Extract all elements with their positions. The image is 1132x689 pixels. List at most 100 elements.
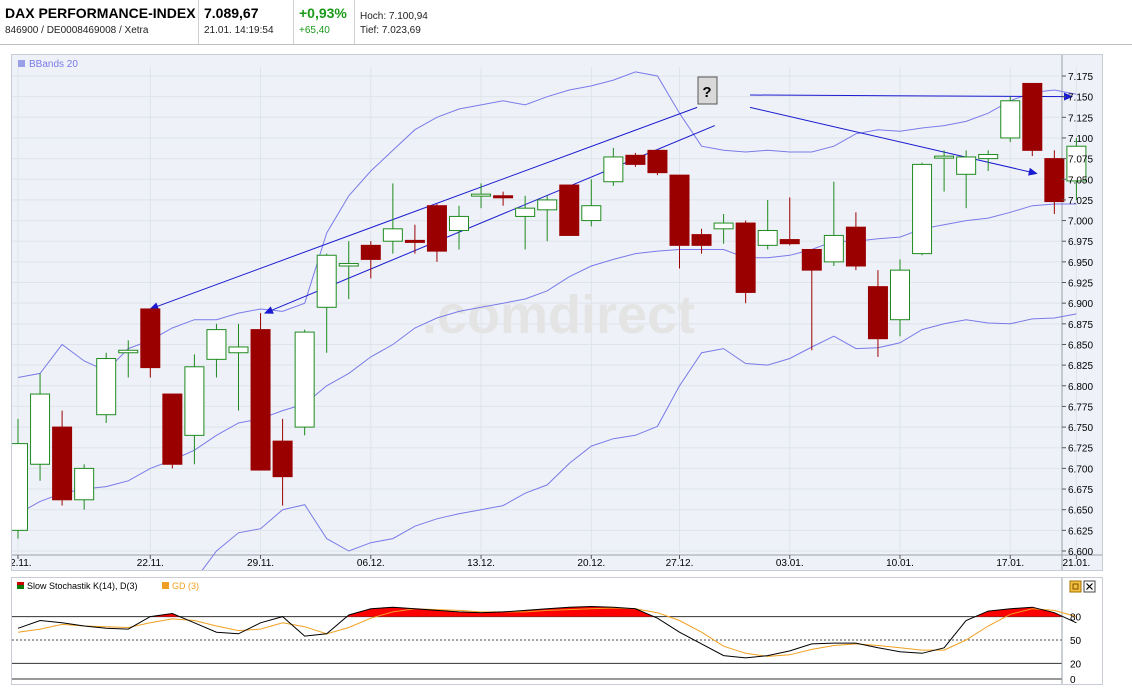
y-tick-label: 7.175 [1068, 72, 1093, 83]
candle-body-up [934, 155, 955, 159]
candle-body-down [779, 239, 800, 245]
candle-body-down [867, 286, 888, 340]
candle-body-up [338, 263, 359, 267]
price-chart: .comdirect BBands 20 12.11. 22.11. 29.11. 0… [4, 55, 1102, 651]
candle-body-down [493, 195, 514, 199]
y-tick-label: 7.050 [1068, 175, 1093, 186]
watermark: .comdirect [422, 285, 695, 345]
candle [537, 195, 558, 242]
candle-body-up [581, 205, 602, 222]
candle-body-down [360, 244, 381, 260]
candle [382, 183, 403, 254]
stoch-legend: Slow Stochastik K(14), D(3) [27, 581, 138, 591]
candle-body-down [691, 234, 712, 246]
y-tick-label: 6.725 [1068, 444, 1093, 455]
gd-legend: GD (3) [172, 581, 199, 591]
y-tick-label: 6.600 [1068, 547, 1093, 558]
candle-body-up [294, 331, 315, 428]
candle [956, 150, 977, 209]
index-identifier: 846900 / DE0008469008 / Xetra [5, 25, 149, 36]
day-low: Tief: 7.023,69 [360, 25, 421, 36]
candle [360, 241, 381, 279]
x-tick-label: 06.12. [357, 558, 385, 569]
candle-body-up [1066, 145, 1087, 182]
y-tick-label: 6.625 [1068, 526, 1093, 537]
stoch-y-tick-label: 50 [1070, 636, 1082, 647]
x-tick-label: 03.01. [776, 558, 804, 569]
index-name: DAX PERFORMANCE-INDEX [5, 5, 196, 21]
candle [1066, 137, 1087, 200]
candle [845, 212, 866, 271]
candle-body-up [118, 349, 139, 354]
candle [669, 174, 690, 269]
candle [52, 410, 73, 506]
candle [713, 213, 734, 244]
y-tick-label: 7.150 [1068, 93, 1093, 104]
candle [779, 197, 800, 246]
index-cell: DAX PERFORMANCE-INDEX 846900 / DE0008469… [0, 0, 199, 44]
candle-body-down [735, 222, 756, 293]
candle [426, 204, 447, 262]
candle [603, 147, 624, 186]
candle [96, 352, 117, 423]
candle-body-up [8, 443, 28, 531]
bbands-legend: BBands 20 [29, 59, 78, 70]
x-tick-label: 22.11. [137, 558, 164, 569]
quote-header: DAX PERFORMANCE-INDEX 846900 / DE0008469… [0, 0, 1132, 45]
y-tick-label: 6.900 [1068, 299, 1093, 310]
x-tick-label: 20.12. [577, 558, 605, 569]
y-tick-label: 6.975 [1068, 237, 1093, 248]
gd-legend-swatch [162, 582, 169, 589]
last-price: 7.089,67 [204, 5, 259, 21]
candle [30, 373, 51, 481]
candle [867, 270, 888, 357]
candle [890, 259, 910, 337]
candle [581, 179, 602, 227]
stochastic-panel[interactable]: Slow Stochastik K(14), D(3) GD (3) 80 50 2… [11, 577, 1103, 686]
change-absolute: +65,40 [299, 25, 330, 36]
candle-body-up [537, 199, 558, 211]
candle [515, 195, 536, 250]
stochastic-chart: Slow Stochastik K(14), D(3) GD (3) 80 50 2… [12, 578, 1096, 686]
candle-body-down [669, 174, 690, 246]
candle [449, 205, 469, 250]
stoch-y-tick-label: 80 [1070, 613, 1082, 624]
candle [1022, 82, 1043, 157]
candle-body-up [978, 153, 999, 160]
candle-body-up [74, 467, 95, 501]
candle [338, 241, 359, 300]
day-high: Hoch: 7.100,94 [360, 11, 428, 22]
candle [140, 308, 161, 378]
candle-body-down [426, 205, 447, 252]
y-tick-label: 6.750 [1068, 423, 1093, 434]
quote-datetime: 21.01. 14:19:54 [204, 25, 274, 36]
candle [162, 393, 183, 469]
candle [184, 354, 205, 465]
candle [735, 220, 756, 304]
y-tick-label: 6.925 [1068, 279, 1093, 290]
candle [493, 191, 514, 206]
trend-arrow [149, 106, 698, 310]
candle [8, 418, 28, 539]
question-mark: ? [702, 84, 711, 101]
candle [934, 150, 955, 192]
y-tick-label: 6.700 [1068, 464, 1093, 475]
candle [801, 248, 822, 351]
close-icon[interactable] [1083, 580, 1096, 593]
candle-body-up [184, 366, 205, 436]
change-percent: +0,93% [299, 5, 347, 21]
candle [471, 183, 492, 209]
candle [316, 253, 337, 353]
question-box [697, 76, 718, 105]
candle [912, 162, 933, 256]
y-tick-label: 6.800 [1068, 382, 1093, 393]
candle-body-up [382, 228, 403, 242]
candle [404, 224, 425, 254]
stoch-toggle-icon[interactable] [1069, 580, 1082, 593]
candle-body-down [1022, 82, 1043, 151]
candle-body-up [912, 163, 933, 255]
candle-body-up [603, 156, 624, 183]
price-chart-panel[interactable]: .comdirect BBands 20 12.11. 22.11. 29.11. 0… [4, 54, 1103, 651]
k-legend-swatch [17, 582, 24, 589]
stoch-k-line [17, 605, 1077, 659]
